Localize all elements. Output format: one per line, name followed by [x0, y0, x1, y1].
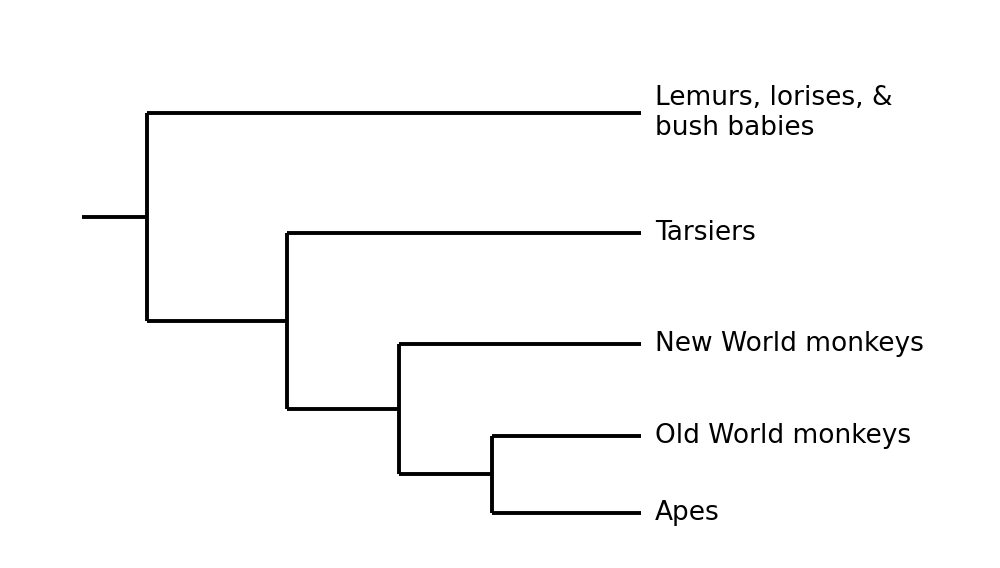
Text: Lemurs, lorises, &
bush babies: Lemurs, lorises, & bush babies — [655, 85, 893, 141]
Text: New World monkeys: New World monkeys — [655, 331, 924, 357]
Text: Tarsiers: Tarsiers — [655, 220, 756, 247]
Text: Old World monkeys: Old World monkeys — [655, 423, 911, 449]
Text: Apes: Apes — [655, 500, 720, 526]
